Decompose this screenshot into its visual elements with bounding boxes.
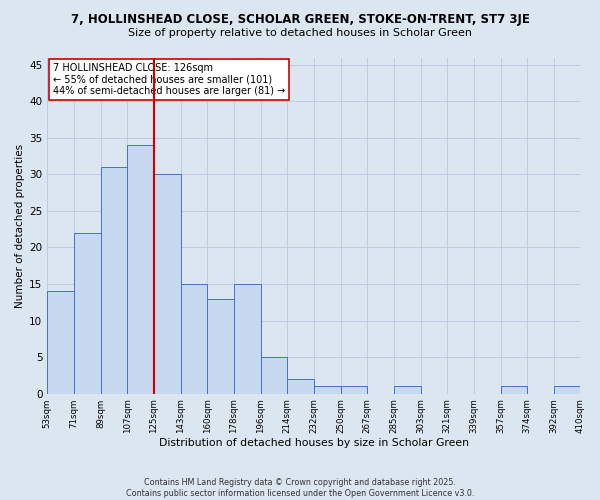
X-axis label: Distribution of detached houses by size in Scholar Green: Distribution of detached houses by size … [159,438,469,448]
Bar [260,357,287,394]
Text: 7, HOLLINSHEAD CLOSE, SCHOLAR GREEN, STOKE-ON-TRENT, ST7 3JE: 7, HOLLINSHEAD CLOSE, SCHOLAR GREEN, STO… [71,12,529,26]
Bar [554,386,580,394]
Bar [47,292,74,394]
Text: Size of property relative to detached houses in Scholar Green: Size of property relative to detached ho… [128,28,472,38]
Text: 7 HOLLINSHEAD CLOSE: 126sqm
← 55% of detached houses are smaller (101)
44% of se: 7 HOLLINSHEAD CLOSE: 126sqm ← 55% of det… [53,62,285,96]
Bar [394,386,421,394]
Bar [207,298,234,394]
Text: Contains HM Land Registry data © Crown copyright and database right 2025.
Contai: Contains HM Land Registry data © Crown c… [126,478,474,498]
Bar [314,386,341,394]
Bar [127,145,154,394]
Bar [181,284,207,394]
Bar [101,167,127,394]
Bar [341,386,367,394]
Bar [234,284,260,394]
Bar [74,233,101,394]
Bar [154,174,181,394]
Y-axis label: Number of detached properties: Number of detached properties [15,144,25,308]
Bar [287,379,314,394]
Bar [500,386,527,394]
